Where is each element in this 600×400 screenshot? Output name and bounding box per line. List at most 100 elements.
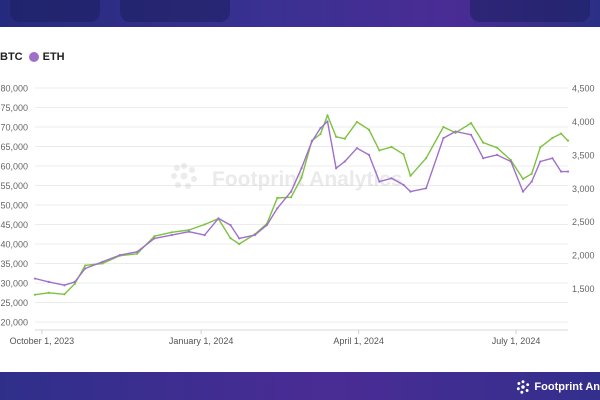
data-point-eth: [409, 190, 412, 193]
y-left-tick-label: 35,000: [0, 259, 28, 269]
data-point-btc: [343, 137, 346, 140]
y-right-tick-label: 3,500: [572, 150, 595, 160]
data-point-eth: [424, 187, 428, 190]
x-tick-label: July 1, 2024: [492, 336, 541, 346]
data-point-eth: [47, 280, 50, 283]
data-point-btc: [300, 176, 303, 179]
data-point-btc: [495, 146, 499, 149]
data-point-eth: [326, 120, 329, 123]
y-left-tick-label: 80,000: [0, 84, 28, 94]
y-left-tick-label: 60,000: [0, 162, 28, 172]
data-point-btc: [530, 172, 533, 175]
data-point-btc: [566, 139, 570, 142]
legend-label-eth: ETH: [42, 51, 65, 63]
banner-shape: [10, 0, 100, 22]
data-point-eth: [300, 167, 303, 170]
data-point-btc: [335, 135, 338, 138]
y-right-tick-label: 4,000: [572, 117, 595, 127]
y-left-tick-label: 30,000: [0, 279, 28, 289]
data-point-btc: [63, 293, 66, 296]
chart-card: [0, 27, 600, 372]
data-point-eth: [84, 267, 87, 270]
data-point-eth: [343, 160, 346, 163]
data-point-eth: [390, 177, 393, 180]
y-left-tick-label: 70,000: [0, 123, 28, 133]
data-point-btc: [482, 141, 485, 144]
data-point-btc: [539, 146, 542, 149]
y-left-tick-label: 20,000: [0, 318, 28, 328]
data-point-eth: [73, 280, 76, 283]
data-point-eth: [238, 237, 241, 240]
data-point-btc: [378, 149, 381, 152]
data-point-btc: [442, 125, 445, 129]
banner-shape: [470, 0, 590, 22]
price-line-chart: Footprint Analytics 20,000 25,000 30,000 35…: [0, 84, 595, 347]
chart-legend: BTC ETH: [0, 49, 71, 65]
data-point-btc: [203, 223, 206, 226]
data-point-btc: [187, 228, 191, 232]
data-point-btc: [367, 128, 371, 131]
data-point-eth: [454, 130, 457, 133]
data-point-btc: [136, 252, 139, 255]
data-point-eth: [521, 190, 525, 193]
y-right-tick-label: 4,500: [572, 84, 595, 94]
data-point-btc: [238, 242, 241, 246]
data-point-eth: [276, 207, 279, 210]
footprint-logo-icon: [517, 380, 530, 394]
data-point-eth: [551, 157, 554, 160]
data-point-eth: [290, 190, 293, 193]
y-right-tick-label: 2,500: [572, 217, 595, 227]
footer-bar: Footprint An: [0, 372, 600, 400]
legend-dot-eth: [28, 52, 39, 62]
data-point-btc: [559, 132, 563, 135]
y-left-tick-label: 25,000: [0, 298, 28, 308]
data-point-eth: [469, 133, 473, 136]
data-point-eth: [136, 250, 139, 253]
data-point-btc: [469, 122, 473, 125]
data-point-btc: [355, 120, 358, 124]
legend-item-btc[interactable]: BTC: [0, 51, 23, 63]
footer-brand[interactable]: Footprint An: [516, 380, 600, 394]
data-point-eth: [253, 233, 256, 237]
data-point-eth: [335, 167, 338, 170]
data-point-eth: [378, 180, 381, 183]
data-point-eth: [63, 284, 66, 287]
data-point-eth: [559, 170, 563, 173]
data-point-btc: [390, 145, 393, 148]
data-point-btc: [229, 237, 232, 240]
data-point-btc: [551, 136, 554, 140]
data-point-eth: [101, 260, 104, 263]
data-point-eth: [539, 160, 542, 163]
data-point-btc: [33, 293, 37, 296]
x-tick-label: October 1, 2023: [10, 336, 75, 346]
legend-label-btc: BTC: [0, 51, 23, 63]
y-left-tick-label: 50,000: [0, 201, 28, 211]
x-tick-label: January 1, 2024: [169, 336, 234, 346]
data-point-eth: [187, 230, 191, 233]
footprint-logo-icon: [171, 163, 197, 189]
data-point-eth: [310, 140, 313, 143]
footprint-watermark: Footprint Analytics: [171, 163, 403, 191]
data-point-btc: [153, 235, 156, 238]
data-point-eth: [229, 223, 232, 227]
data-point-eth: [203, 233, 206, 237]
y-left-tick-label: 65,000: [0, 142, 28, 152]
data-point-eth: [495, 153, 499, 156]
y-right-tick-label: 1,500: [572, 284, 595, 294]
data-point-btc: [319, 132, 322, 136]
data-point-btc: [47, 291, 50, 294]
data-point-eth: [367, 153, 371, 156]
legend-item-eth[interactable]: ETH: [28, 51, 65, 63]
footer-brand-text: Footprint An: [534, 381, 600, 393]
data-point-btc: [101, 262, 104, 265]
y-right-tick-label: 2,000: [572, 251, 595, 261]
data-point-eth: [319, 127, 322, 130]
data-point-eth: [509, 160, 512, 163]
data-point-eth: [170, 233, 173, 237]
banner-shape: [120, 0, 230, 22]
data-point-eth: [442, 137, 445, 140]
x-tick-label: April 1, 2024: [333, 336, 384, 346]
data-point-btc: [402, 153, 405, 156]
data-point-btc: [326, 114, 329, 117]
data-point-btc: [276, 196, 279, 200]
